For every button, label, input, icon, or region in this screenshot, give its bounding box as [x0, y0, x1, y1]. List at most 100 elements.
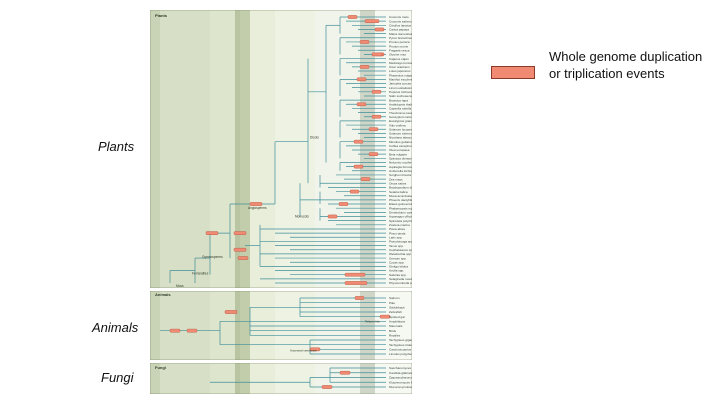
taxon-label: Limulus polyphemus — [389, 352, 412, 356]
panel-divider — [150, 360, 412, 363]
taxon-label: Linum usitatissimum — [389, 86, 412, 90]
taxon-label: Phoenix dactylifera — [389, 198, 412, 202]
clade-label-angiosperms: Angiosperms — [248, 206, 267, 210]
taxon-label: Nicotiana tabacum — [389, 136, 412, 140]
taxon-label: Elaeis guineensis — [389, 202, 412, 206]
taxon-label: Setaria italica — [389, 190, 408, 194]
time-band — [235, 10, 240, 394]
fungi-label: Fungi — [101, 370, 134, 385]
clade-label-ferns: Ferns/allies — [192, 272, 209, 276]
taxon-label: Gnetum spp. — [389, 256, 407, 260]
taxon-label: Cephalotaxus spp. — [389, 248, 412, 252]
clade-label-monocots: Monocots — [295, 214, 309, 218]
time-band — [315, 10, 360, 394]
taxon-label: Mammals — [389, 324, 403, 328]
time-band — [275, 10, 315, 394]
wgd-mark — [374, 27, 385, 32]
taxon-label: Salvinia spp. — [389, 273, 407, 277]
wgd-mark — [368, 152, 379, 156]
wgd-mark — [360, 177, 371, 181]
taxon-label: Citrullus lanatus — [389, 24, 411, 28]
taxon-label: Birds — [389, 329, 397, 333]
wgd-mark — [354, 296, 365, 300]
taxon-label: Spinacia oleracea — [389, 157, 412, 161]
taxon-label: Mimulus guttatus — [389, 140, 412, 144]
taxon-label: Brassica rapa — [389, 98, 408, 102]
taxon-label: Pike — [389, 301, 395, 305]
taxon-label: Reptiles — [389, 334, 401, 338]
clade-label-gymnosperms: Gymnosperms — [202, 255, 223, 259]
taxon-label: Manihot esculenta — [389, 78, 412, 82]
taxon-label: Arabidopsis thaliana — [389, 102, 412, 106]
taxon-label: Picea abies — [389, 227, 405, 231]
taxon-label: Cicer arietinum — [389, 65, 410, 69]
taxon-label: Nelumbo nucifera — [389, 161, 412, 165]
taxon-label: Solanum lycopersicum — [389, 127, 412, 131]
taxon-label: Vitis vinifera — [389, 123, 406, 127]
wgd-mark — [169, 328, 181, 333]
taxon-label: Amphibians — [389, 320, 406, 324]
taxon-label: Malus domestica — [389, 32, 412, 36]
taxon-label: Musa acuminata — [389, 194, 412, 198]
taxon-label: Amborella trichopoda — [389, 169, 412, 173]
taxon-label: Gossypium raimondii — [389, 115, 412, 119]
taxon-label: Theobroma cacao — [389, 111, 412, 115]
taxon-label: Solanum tuberosum — [389, 132, 412, 136]
clade-label-teleost: Teleost fish — [365, 319, 380, 323]
legend-swatch — [491, 66, 535, 79]
taxon-label: Populus trichocarpa — [389, 90, 412, 94]
taxon-label: Sorghum bicolor — [389, 173, 412, 177]
taxon-label: Stickleback — [389, 306, 405, 310]
legend-text: Whole genome duplication or triplication… — [549, 49, 703, 81]
wgd-mark — [233, 231, 247, 235]
phylogenetic-tree-figure: Plants Animals Fungi Cucumis melo Cucumis sa… — [150, 10, 412, 394]
taxon-label: Dendrobium catenatum — [389, 211, 412, 215]
taxon-label: Asparagus officinalis — [389, 215, 412, 219]
taxon-label: Larix spp. — [389, 235, 403, 239]
animals-label: Animals — [92, 320, 139, 335]
taxon-label: Coffea canephora — [389, 144, 412, 148]
taxon-label: Fragaria vesca — [389, 48, 410, 52]
taxon-label: Pyrus bretschneideri — [389, 36, 412, 40]
time-band — [250, 10, 275, 394]
wgd-mark — [379, 314, 391, 319]
taxon-label: Eucalyptus grandis — [389, 119, 412, 123]
tree-branches — [160, 16, 386, 388]
animals-panel-title: Animals — [155, 292, 171, 297]
wgd-mark — [338, 202, 349, 206]
wgd-mark — [371, 114, 382, 119]
taxon-label: Lotus japonicus — [389, 69, 411, 73]
taxon-label: Cajanus cajan — [389, 57, 409, 61]
taxon-label: Glycine max — [389, 53, 406, 57]
taxon-label: Candida glabrata — [389, 371, 412, 375]
time-band — [375, 10, 412, 394]
taxon-label: Zea mays — [389, 177, 403, 181]
taxon-label: Cucumis melo — [389, 15, 409, 19]
taxon-label: Tachypleus gigas — [389, 338, 412, 342]
taxon-label: Salix suchowensis — [389, 94, 412, 98]
wgd-mark — [364, 19, 380, 23]
plants-panel-title: Plants — [155, 13, 168, 18]
time-band — [210, 10, 235, 394]
taxon-label: Salmon — [389, 296, 400, 300]
taxon-label: Spirodela polyrhiza — [389, 219, 412, 223]
taxon-label: Pseudotsuga spp. — [389, 240, 412, 244]
taxon-label: Phaseolus vulgaris — [389, 73, 412, 77]
taxon-label: Mucoromycotina — [389, 385, 412, 389]
wgd-mark — [309, 347, 321, 352]
wgd-mark — [224, 310, 238, 314]
taxon-label: Capsella rubella — [389, 107, 411, 111]
wgd-mark — [356, 102, 367, 107]
wgd-mark — [359, 40, 370, 44]
taxon-label: Pinus taeda — [389, 231, 406, 235]
taxon-label: Beta vulgaris — [389, 152, 407, 156]
taxon-label: Olea europaea — [389, 148, 410, 152]
taxon-label: Medicago truncatula — [389, 61, 412, 65]
wgd-mark — [327, 214, 338, 219]
taxon-label: Zostera marina — [389, 223, 410, 227]
wgd-mark — [237, 256, 249, 260]
wgd-mark — [344, 272, 366, 277]
time-band — [150, 10, 160, 394]
taxon-label: Spotted gar — [389, 315, 405, 319]
